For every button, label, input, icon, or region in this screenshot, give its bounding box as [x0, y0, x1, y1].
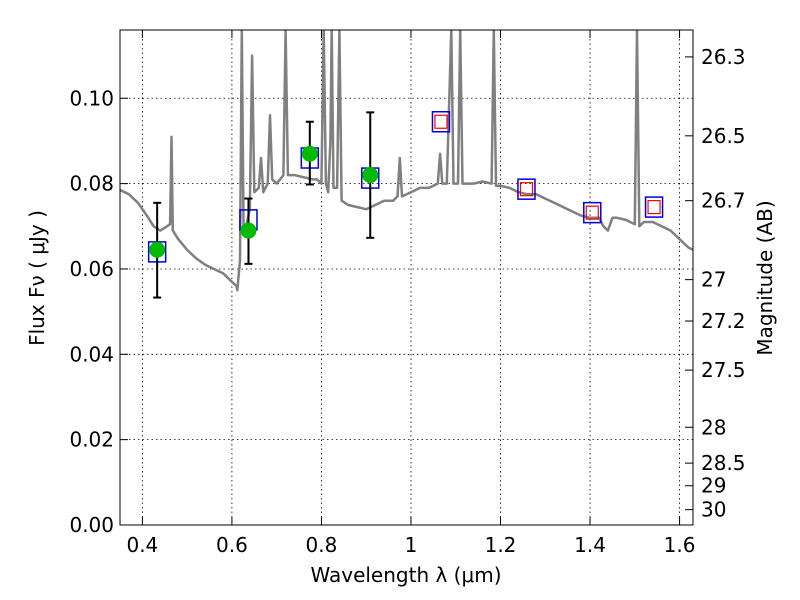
observed-red-square	[434, 114, 448, 129]
right-tick-label: 26.3	[701, 45, 746, 69]
right-tick-label: 30	[701, 498, 726, 522]
right-tick-label: 28.5	[701, 451, 746, 475]
x-tick-label: 0.6	[216, 533, 248, 557]
plot-frame	[119, 29, 694, 526]
x-tick-label: 1.2	[485, 533, 517, 557]
observed-red-square	[647, 199, 661, 215]
observed-point	[362, 167, 379, 184]
marker-layer	[147, 110, 664, 299]
observed-point	[240, 222, 257, 239]
observed-point	[301, 145, 318, 162]
right-tick-label: 26.5	[701, 124, 746, 148]
observed-red-square	[519, 182, 534, 197]
x-tick-label: 1	[405, 533, 418, 557]
model-photometry-square	[644, 196, 664, 218]
x-tick-label: 1.4	[574, 533, 606, 557]
y-tick-label: 0.10	[69, 86, 114, 110]
x-tick-label: 1.6	[664, 533, 696, 557]
right-tick-label: 28	[701, 415, 726, 439]
y-tick-label: 0.04	[69, 342, 114, 366]
x-tick-label: 0.4	[126, 533, 158, 557]
right-tick-label: 27	[701, 268, 726, 292]
x-axis-title: Wavelength λ (μm)	[310, 563, 501, 587]
model-photometry-square	[517, 178, 536, 200]
spectrum-line	[120, 30, 693, 292]
y-tick-label: 0.06	[69, 257, 114, 281]
observed-point	[149, 241, 166, 258]
model-photometry-square	[431, 110, 451, 133]
right-axis-title: Magnitude (AB)	[753, 200, 777, 355]
y-tick-label: 0.00	[69, 513, 114, 537]
model-photometry-square	[583, 201, 602, 224]
y-tick-label: 0.08	[69, 172, 114, 196]
y-tick-label: 0.02	[69, 428, 114, 452]
observed-red-square	[585, 205, 599, 220]
right-tick-label: 29	[701, 474, 726, 498]
right-tick-label: 27.2	[701, 309, 746, 333]
spectrum-layer	[120, 30, 693, 292]
ticks: 0.4 0.6 0.8 1 1.2 1.4 1.6 0.00 0.02 0.04 0.06 0.08 0…	[69, 30, 746, 557]
y-axis-title: Flux Fν ( μJy )	[25, 210, 49, 346]
right-tick-label: 26.7	[701, 189, 746, 213]
right-tick-label: 27.5	[701, 358, 746, 382]
x-tick-label: 0.8	[306, 533, 338, 557]
